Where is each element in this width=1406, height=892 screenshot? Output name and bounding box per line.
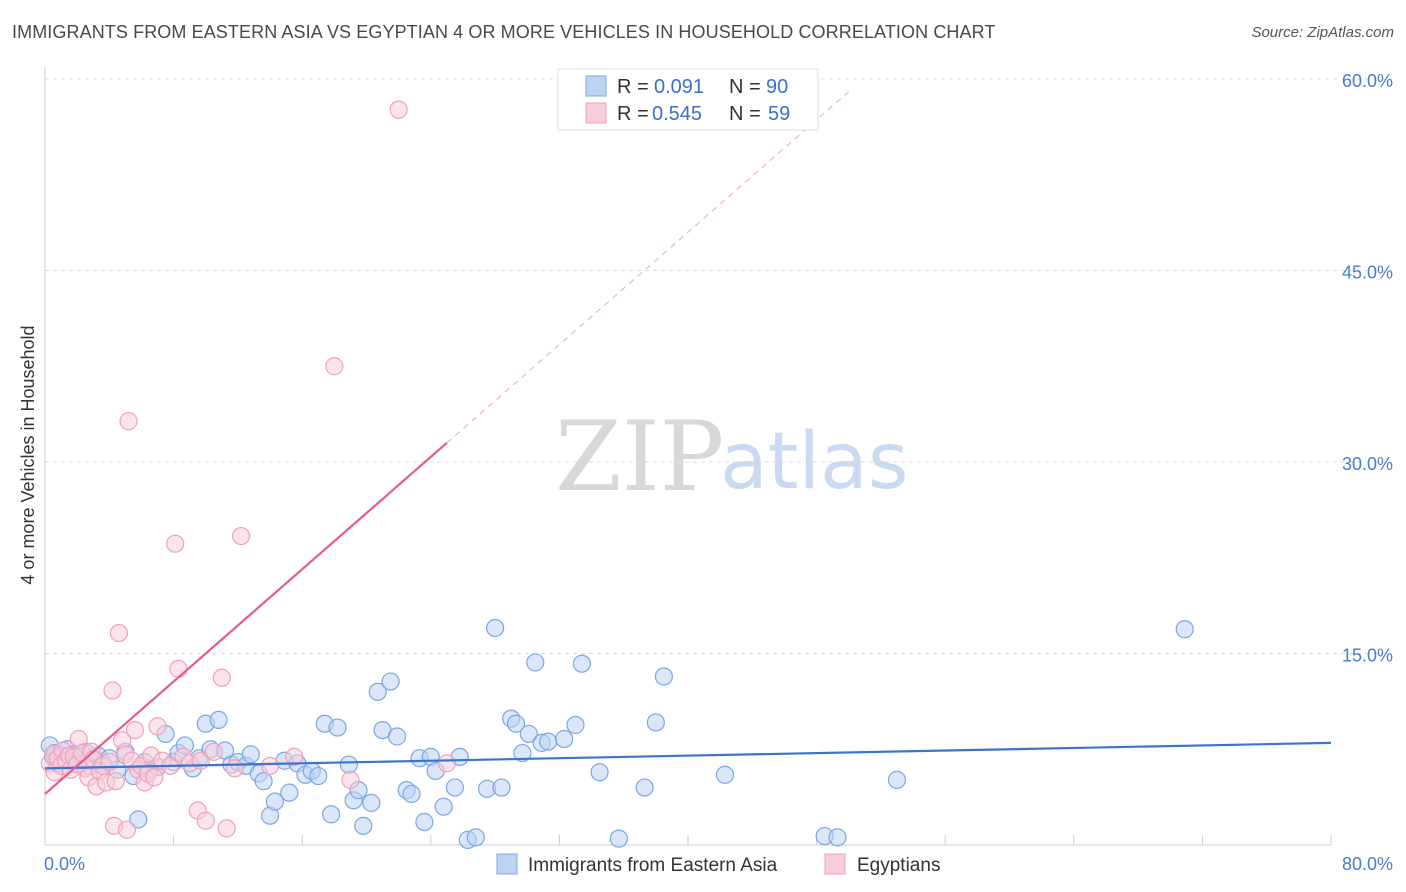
legend-n-value-1: 90 [766,76,788,98]
eastern-asia-point-72 [486,618,505,638]
eastern-asia-point-20 [129,810,148,829]
legend-r-label-1: R = [617,76,649,98]
eastern-asia-point-32 [209,710,228,729]
egyptians-point-52 [232,526,251,546]
x-tick-labels: 0.0% 80.0% [44,854,1393,874]
eastern-asia-point-39 [254,772,273,791]
legend-r-value-2: 0.545 [652,103,702,125]
eastern-asia-point-91 [828,828,847,847]
eastern-asia-point-80 [539,732,558,751]
watermark: ZIP atlas [555,401,909,513]
eastern-asia-trend-line [44,741,1332,770]
bottom-legend-label-egyptians: Egyptians [857,855,940,876]
chart-title: IMMIGRANTS FROM EASTERN ASIA VS EGYPTIAN… [12,22,996,42]
eastern-asia-point-76 [513,743,532,763]
eastern-asia-point-41 [265,792,284,811]
y-axis-label: 4 or more Vehicles in Household [18,325,38,584]
egyptians-point-28 [117,820,137,839]
egyptians-point-50 [217,819,236,838]
eastern-asia-point-87 [646,713,665,732]
eastern-asia-point-77 [519,724,538,744]
egyptians-point-29 [119,412,138,431]
source-credit: Source: ZipAtlas.com [1251,24,1394,41]
eastern-asia-point-51 [339,755,358,774]
legend-n-label-2: N = [729,103,761,125]
eastern-asia-point-55 [362,793,381,812]
egyptians-point-47 [196,811,215,830]
y-tick-label-3: 60.0% [1342,71,1393,91]
eastern-asia-point-89 [715,765,735,784]
egyptians-point-49 [212,668,231,687]
eastern-asia-point-66 [434,797,453,816]
eastern-asia-point-73 [492,778,511,797]
y-tick-labels: 15.0% 30.0% 45.0% 60.0% [1342,71,1393,666]
eastern-asia-point-50 [328,718,347,737]
egyptians-point-56 [341,770,360,789]
stats-legend: R = 0.091 N = 90 R = 0.545 N = 59 [557,68,819,131]
egyptians-point-37 [145,768,164,787]
eastern-asia-point-58 [381,672,400,691]
eastern-asia-point-84 [590,763,609,782]
egyptians-point-25 [109,623,129,643]
egyptians-point-24 [106,772,125,791]
eastern-asia-point-67 [445,778,465,797]
egyptians-point-22 [103,681,122,700]
bottom-legend-swatch-egyptians [824,853,846,875]
series-eastern-asia-points [40,618,1194,849]
eastern-asia-point-54 [354,816,373,835]
eastern-asia-point-81 [555,729,574,749]
y-tick-label-0: 15.0% [1342,646,1393,666]
egyptians-trend-extension [446,91,850,444]
x-tick-label-0: 0.0% [44,854,85,874]
eastern-asia-point-63 [415,812,434,832]
eastern-asia-point-83 [572,654,592,673]
eastern-asia-point-70 [466,828,485,847]
legend-n-value-2: 59 [768,103,790,125]
egyptians-point-48 [204,742,223,761]
bottom-legend-label-eastern-asia: Immigrants from Eastern Asia [528,855,778,876]
eastern-asia-point-61 [402,784,421,804]
eastern-asia-point-47 [309,766,328,786]
legend-swatch-eastern-asia [585,75,607,97]
egyptians-point-55 [325,357,344,376]
watermark-zip: ZIP [555,401,724,513]
y-tick-label-1: 30.0% [1342,454,1393,474]
egyptians-point-41 [166,534,185,553]
egyptians-point-51 [225,759,244,778]
eastern-asia-point-93 [1175,620,1194,639]
egyptians-point-31 [125,720,145,740]
eastern-asia-point-43 [280,783,299,802]
eastern-asia-point-59 [387,727,407,746]
eastern-asia-point-88 [654,667,673,686]
x-tick-label-1: 80.0% [1342,854,1393,874]
eastern-asia-point-78 [526,653,545,672]
legend-r-value-1: 0.091 [654,76,704,98]
egyptians-trend-line [44,442,448,795]
egyptians-point-54 [285,747,304,767]
eastern-asia-point-49 [322,805,341,824]
egyptians-point-53 [260,756,280,775]
legend-r-label-2: R = [617,103,649,125]
egyptians-point-38 [148,717,167,736]
gridlines [45,78,1392,845]
series-egyptians-points [40,100,456,839]
y-tick-label-2: 45.0% [1342,263,1393,283]
egyptians-point-57 [389,100,408,119]
egyptians-point-58 [437,754,456,773]
eastern-asia-point-92 [887,770,907,789]
eastern-asia-point-37 [241,745,260,764]
eastern-asia-point-85 [609,829,628,848]
legend-n-label-1: N = [729,76,761,98]
axes [44,67,1331,846]
eastern-asia-point-82 [566,715,585,735]
legend-swatch-egyptians [585,102,607,124]
eastern-asia-point-56 [368,682,387,701]
eastern-asia-point-86 [635,778,654,797]
trend-lines [44,91,1332,795]
egyptians-point-42 [169,659,188,678]
bottom-legend-swatch-eastern-asia [496,853,518,875]
series-legend: Immigrants from Eastern Asia Egyptians [496,853,940,876]
eastern-asia-point-75 [506,714,526,733]
